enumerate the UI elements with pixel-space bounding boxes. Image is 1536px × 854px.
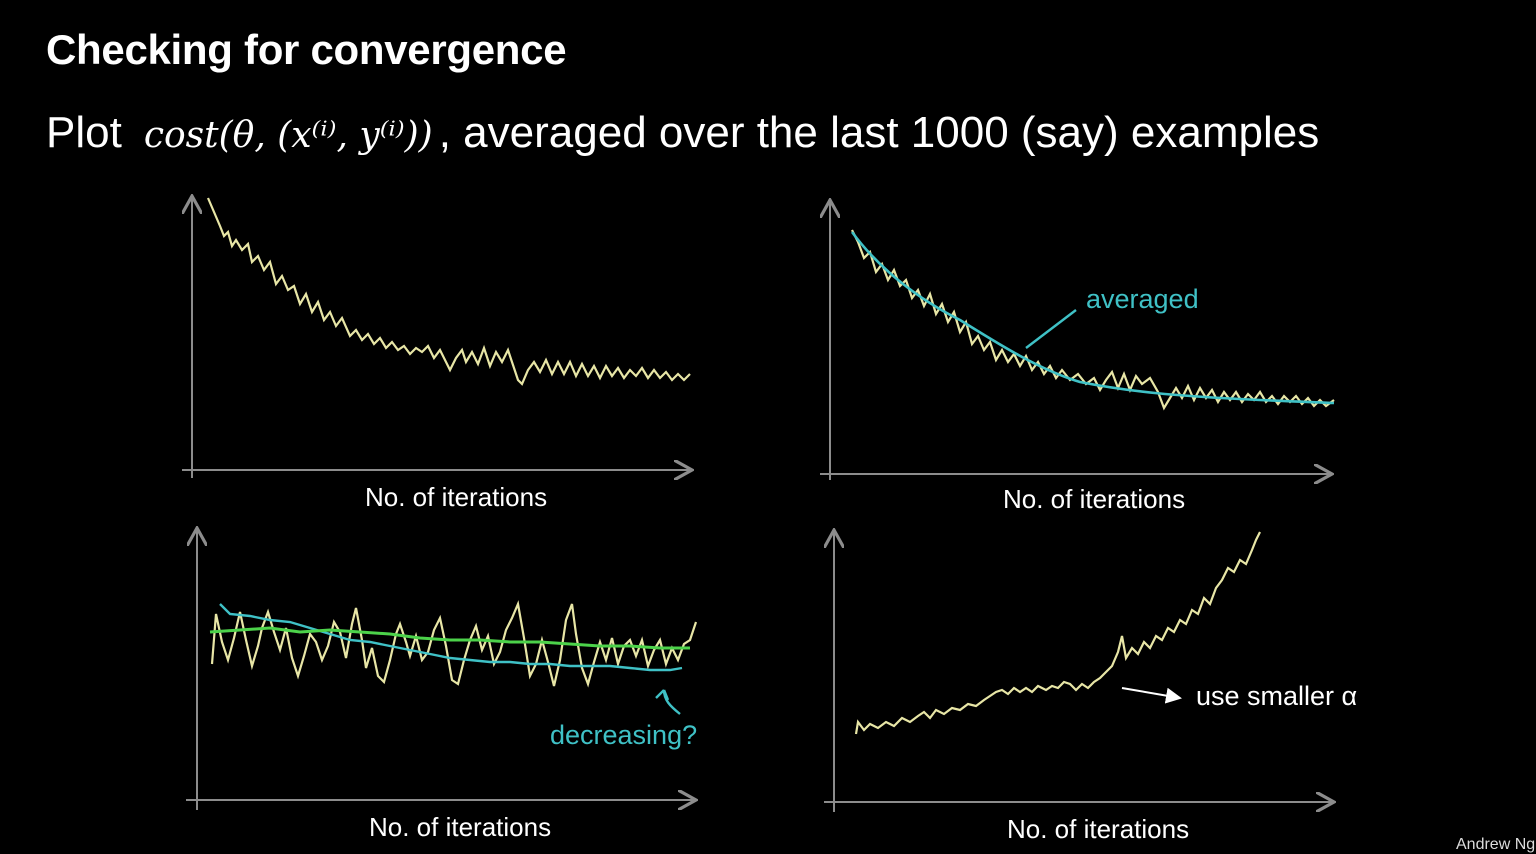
plot4-axes xyxy=(824,532,1332,812)
averaged-pointer xyxy=(1025,309,1077,349)
cost-formula: cost(θ, (x⁽ⁱ⁾, y⁽ⁱ⁾)) xyxy=(143,115,433,156)
decreasing-pointer xyxy=(655,689,681,715)
slide-subtitle: Plot cost(θ, (x⁽ⁱ⁾, y⁽ⁱ⁾)), averaged over… xyxy=(46,108,1319,158)
author-footer: Andrew Ng xyxy=(1456,836,1536,853)
plot2-cost-curve xyxy=(851,229,1335,411)
plot1-cost-curve xyxy=(206,197,691,386)
plot1-axes xyxy=(182,198,690,478)
plot2-averaged-curve xyxy=(850,231,1335,405)
plot3-axes xyxy=(186,530,694,810)
plot2-averaged-annotation: averaged xyxy=(1086,284,1199,314)
plot3-large-average-curve xyxy=(209,626,690,650)
plot3-cost-curve xyxy=(210,600,698,688)
subtitle-prefix: Plot xyxy=(46,108,122,157)
plot4-smaller-alpha-annotation: use smaller α xyxy=(1196,681,1358,711)
plot4-cost-curve xyxy=(854,531,1261,735)
smaller-alpha-pointer xyxy=(1121,687,1182,704)
slide-title: Checking for convergence xyxy=(46,26,567,73)
plot1-xlabel: No. of iterations xyxy=(365,482,548,512)
subtitle-suffix: , averaged over the last 1000 (say) exam… xyxy=(438,108,1320,157)
plot3-averaged-curve xyxy=(219,603,683,672)
plot2-xlabel: No. of iterations xyxy=(1003,484,1186,514)
plot3-xlabel: No. of iterations xyxy=(369,812,552,842)
plot3-decreasing-annotation: decreasing? xyxy=(550,720,698,750)
plot2-axes xyxy=(820,202,1330,480)
plot4-xlabel: No. of iterations xyxy=(1007,814,1190,844)
